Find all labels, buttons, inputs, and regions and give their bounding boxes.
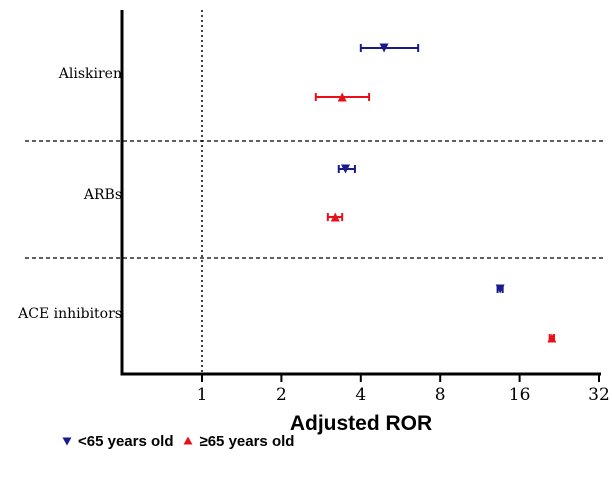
x-axis-label: Adjusted ROR [290, 412, 432, 435]
data-marks [314, 43, 557, 343]
group-separators [25, 140, 604, 259]
axes [120, 10, 601, 382]
legend-item-under-65: <65 years old [62, 433, 173, 450]
x-tick-label-16: 16 [509, 385, 531, 405]
x-tick-label-1: 1 [197, 385, 208, 405]
x-tick-labels: 1 2 4 8 16 32 [197, 385, 610, 405]
point-estimate-ace-inhibitors-65-and-over [547, 333, 557, 343]
triangle-down-icon [62, 437, 72, 446]
point-estimate-arbs-under-65 [341, 164, 351, 174]
legend: <65 years old ≥65 years old [62, 429, 294, 453]
legend-item-65-and-over: ≥65 years old [183, 433, 294, 450]
point-estimate-aliskiren-65-and-over [337, 92, 347, 102]
triangle-up-icon [183, 436, 193, 445]
legend-label-65-and-over: ≥65 years old [199, 432, 295, 450]
category-label-aliskiren: Aliskiren [58, 66, 122, 82]
category-labels: Aliskiren ARBs ACE inhibitors [17, 66, 122, 322]
x-tick-label-4: 4 [355, 385, 366, 405]
legend-label-under-65: <65 years old [78, 432, 174, 450]
x-tick-label-2: 2 [276, 385, 287, 405]
category-label-ace-inhibitors: ACE inhibitors [17, 306, 122, 322]
point-estimate-aliskiren-under-65 [379, 43, 389, 53]
x-tick-label-32: 32 [588, 385, 610, 405]
point-estimate-ace-inhibitors-under-65 [495, 284, 505, 294]
x-tick-label-8: 8 [435, 385, 446, 405]
point-estimate-arbs-65-and-over [330, 212, 340, 222]
category-label-arbs: ARBs [83, 187, 122, 203]
